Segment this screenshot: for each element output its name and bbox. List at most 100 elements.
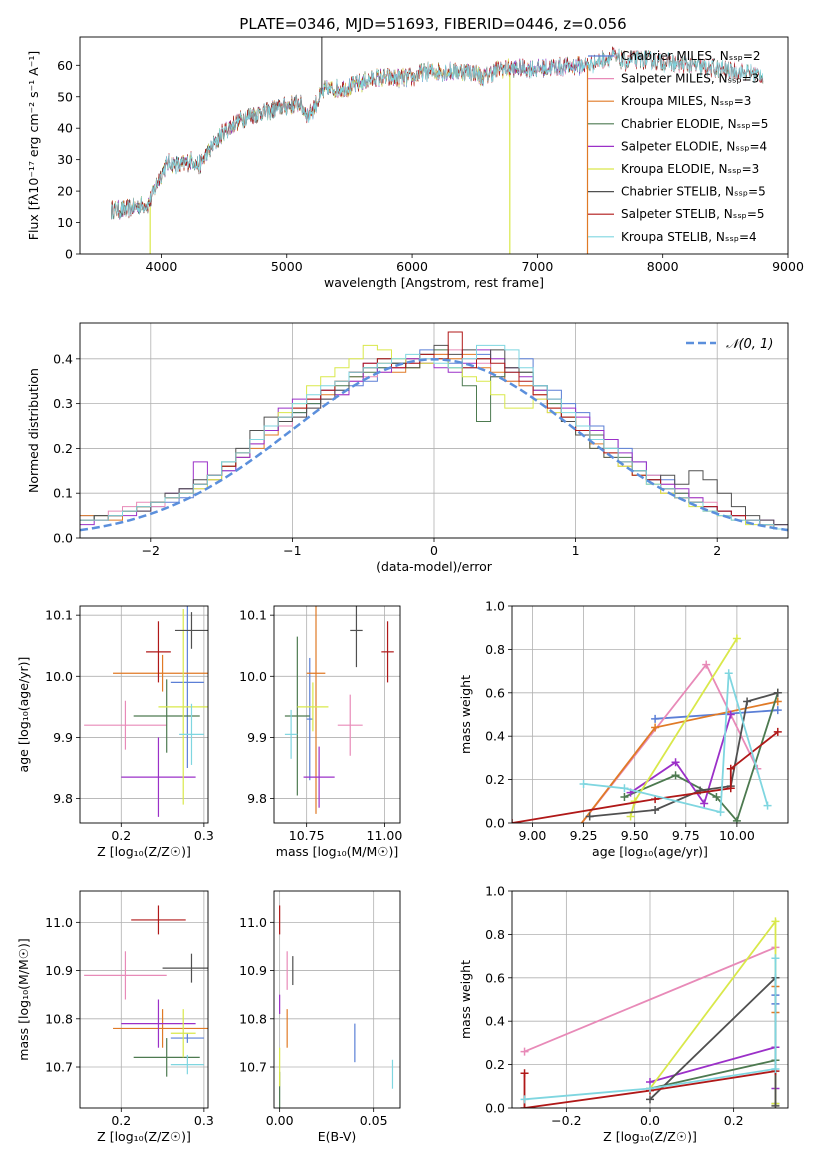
chart-spectrum: 4000 5000 6000 7000 8000 9000 0 10 20 30 40 50 60 wav… [26, 15, 804, 290]
errorbar-salpeter-stelib [131, 905, 186, 935]
weight-marker [579, 779, 588, 788]
y-tick-label: 11.0 [239, 915, 267, 930]
chart-age_vs_mass: 10.75 11.00 9.8 9.9 10.0 10.1 mass [log₁₀(M/M☉… [239, 605, 402, 859]
x-axis-label: Z [log₁₀(Z/Z☉)] [97, 1129, 191, 1144]
x-tick-label: 0.2 [111, 1113, 131, 1128]
weight-marker [520, 1104, 529, 1108]
x-tick-label: 0.05 [360, 1113, 388, 1128]
y-tick-label: 10.7 [239, 1060, 267, 1075]
x-tick-label: 0 [430, 543, 438, 558]
errorbar-chabrier-elodie [284, 636, 310, 796]
axes-frame [79, 605, 209, 824]
x-tick-label: 9.25 [570, 828, 598, 843]
x-tick-label: 9.75 [672, 828, 700, 843]
weight-marker [651, 805, 660, 814]
y-tick-label: 10.9 [239, 963, 267, 978]
weight-series-kroupa-miles [580, 697, 782, 823]
normal-curve [80, 358, 788, 532]
y-tick-label: 10.9 [45, 963, 73, 978]
chart-title: PLATE=0346, MJD=51693, FIBERID=0446, z=0… [239, 15, 626, 33]
errorbar-chabrier-elodie [133, 679, 200, 753]
weight-marker [773, 688, 782, 697]
x-tick-label: 2 [713, 543, 721, 558]
weight-marker [726, 764, 735, 773]
y-tick-label: 0.2 [53, 441, 73, 456]
y-tick-label: 40 [57, 121, 73, 136]
y-tick-label: 0.1 [53, 486, 73, 501]
y-axis-label: Flux [fλ10⁻¹⁷ erg cm⁻² s⁻¹ A⁻¹] [26, 51, 41, 240]
axes-frame [273, 605, 401, 824]
errorbar-kroupa-elodie [297, 682, 329, 732]
x-tick-label: 0.00 [266, 1113, 294, 1128]
x-tick-label: 5000 [271, 259, 303, 274]
weight-marker [520, 1047, 529, 1056]
errorbar-chabrier-miles [306, 657, 313, 781]
errorbar-salpeter-miles [84, 951, 167, 1000]
x-axis-label: Z [log₁₀(Z/Z☉)] [603, 1129, 697, 1144]
weight-line [580, 700, 778, 823]
weight-series-kroupa-stelib [520, 954, 780, 1104]
plot-area [84, 606, 208, 817]
errorbar-salpeter-stelib [381, 621, 394, 683]
weight-series-kroupa-stelib [579, 669, 772, 817]
x-tick-label: 0.2 [724, 1113, 744, 1128]
y-tick-label: 11.0 [45, 915, 73, 930]
y-tick-label: 0.8 [485, 642, 505, 657]
y-tick-label: 10.1 [239, 608, 267, 623]
y-tick-label: 0.4 [53, 351, 73, 366]
chart-mass_vs_Z: 0.2 0.3 10.7 10.8 10.9 11.0 Z [log₁₀(Z/Z☉)] mas… [16, 890, 214, 1144]
weight-line [524, 946, 776, 1053]
errorbar-kroupa-stelib [284, 709, 298, 759]
y-axis-label: mass weight [458, 960, 473, 1039]
weight-marker [712, 792, 721, 801]
x-tick-label: 1 [572, 543, 580, 558]
x-tick-label: 0.3 [194, 828, 214, 843]
y-axis-label: Normed distribution [26, 368, 41, 493]
errorbar-kroupa-miles [113, 654, 208, 692]
chart-weight_vs_age: 9.00 9.25 9.50 9.75 10.00 0.0 0.2 0.4 0.6 0.8 1.0 a… [458, 599, 789, 859]
y-tick-label: 10.0 [239, 669, 267, 684]
legend-label-chabrier-miles: Chabrier MILES, Nₛₛₚ=2 [621, 49, 761, 63]
x-axis-label: (data-model)/error [376, 559, 493, 574]
x-axis-label: E(B-V) [318, 1129, 357, 1144]
axes-frame [79, 890, 209, 1109]
errorbar-chabrier-miles [170, 1033, 204, 1043]
axes-frame [273, 890, 401, 1109]
errorbar-kroupa-miles [113, 1009, 208, 1048]
y-tick-label: 0.0 [485, 816, 505, 831]
errorbar-salpeter-elodie [303, 746, 335, 808]
plot-area [111, 37, 764, 254]
y-tick-label: 0.2 [485, 772, 505, 787]
plot-area [80, 331, 788, 532]
y-tick-label: 10.1 [45, 608, 73, 623]
errorbar-kroupa-elodie [170, 1009, 196, 1058]
y-tick-label: 50 [57, 89, 73, 104]
weight-marker [771, 954, 780, 963]
x-axis-label: Z [log₁₀(Z/Z☉)] [97, 844, 191, 859]
weight-marker [716, 808, 725, 817]
x-tick-label: 8000 [647, 259, 679, 274]
y-tick-label: 10.7 [45, 1060, 73, 1075]
weight-series-chabrier-elodie [620, 688, 782, 823]
y-tick-label: 10 [57, 215, 73, 230]
axes-frame [511, 605, 789, 824]
y-tick-label: 0.4 [485, 729, 505, 744]
weight-marker [732, 816, 741, 823]
weight-marker [732, 634, 741, 643]
y-tick-label: 9.9 [53, 730, 73, 745]
x-tick-label: 0.0 [640, 1113, 660, 1128]
x-tick-label: 9.50 [621, 828, 649, 843]
y-axis-label: mass [log₁₀(M/M☉)] [16, 938, 31, 1060]
spectrum-line-kroupa-stelib [111, 48, 764, 220]
x-axis-label: age [log₁₀(age/yr)] [592, 844, 708, 859]
errorbar-salpeter-miles [337, 694, 363, 756]
weight-marker [646, 1084, 654, 1093]
plot-area [84, 905, 208, 1077]
y-tick-label: 10.8 [239, 1011, 267, 1026]
weight-marker [626, 812, 635, 821]
weight-marker [520, 1095, 529, 1104]
errorbar-salpeter-elodie [121, 737, 196, 817]
errorbar-chabrier-elodie [133, 1038, 200, 1077]
legend-label-kroupa-elodie: Kroupa ELODIE, Nₛₛₚ=3 [621, 162, 759, 176]
